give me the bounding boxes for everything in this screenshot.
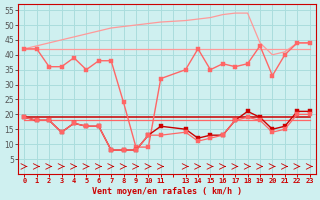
X-axis label: Vent moyen/en rafales ( km/h ): Vent moyen/en rafales ( km/h ) bbox=[92, 187, 242, 196]
